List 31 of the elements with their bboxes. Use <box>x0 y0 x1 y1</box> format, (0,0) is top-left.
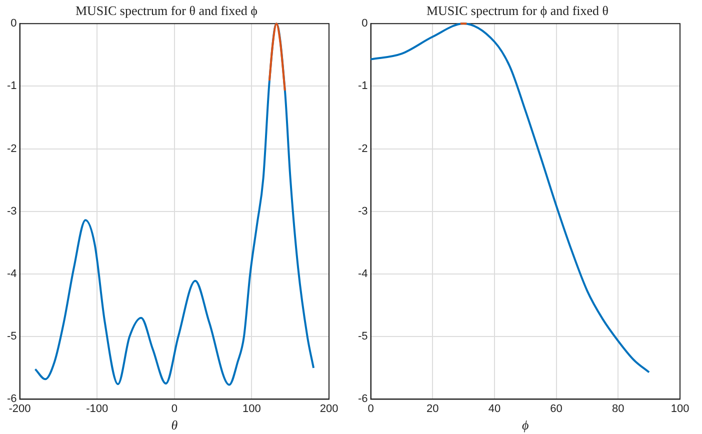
x-tick-label: 60 <box>550 402 562 415</box>
line-series <box>370 22 650 374</box>
x-tick-label: 100 <box>670 402 690 415</box>
y-tick-label: -6 <box>358 393 368 406</box>
y-tick-label: 0 <box>362 18 368 30</box>
x-tick-label: 0 <box>171 402 178 415</box>
x-tick-label: 80 <box>612 402 624 415</box>
y-tick-label: -5 <box>358 330 368 343</box>
x-axis-title: θ <box>171 418 178 433</box>
chart-title: MUSIC spectrum for ϕ and fixed θ <box>426 3 609 18</box>
line-series <box>34 22 315 386</box>
y-tick-label: -3 <box>358 205 368 218</box>
x-tick-label: -100 <box>86 402 108 415</box>
x-tick-label: 100 <box>242 402 261 415</box>
y-tick-label: -6 <box>7 393 17 406</box>
x-axis-title: ϕ <box>522 418 530 433</box>
y-tick-label: -4 <box>7 268 17 280</box>
y-tick-label: -2 <box>358 142 368 155</box>
y-tick-label: -1 <box>7 80 17 92</box>
y-tick-label: -3 <box>7 205 17 218</box>
y-tick-label: -2 <box>7 142 17 155</box>
x-tick-label: 20 <box>426 402 439 415</box>
y-tick-label: 0 <box>10 18 17 30</box>
chart-title: MUSIC spectrum for θ and fixed ϕ <box>75 3 258 18</box>
x-tick-label: 40 <box>488 402 501 415</box>
x-tick-label: 200 <box>320 402 338 415</box>
y-tick-label: -1 <box>358 80 368 92</box>
line-series <box>268 22 286 92</box>
y-tick-label: -5 <box>7 330 17 343</box>
y-tick-label: -4 <box>358 268 368 280</box>
x-tick-label: -200 <box>8 402 31 415</box>
